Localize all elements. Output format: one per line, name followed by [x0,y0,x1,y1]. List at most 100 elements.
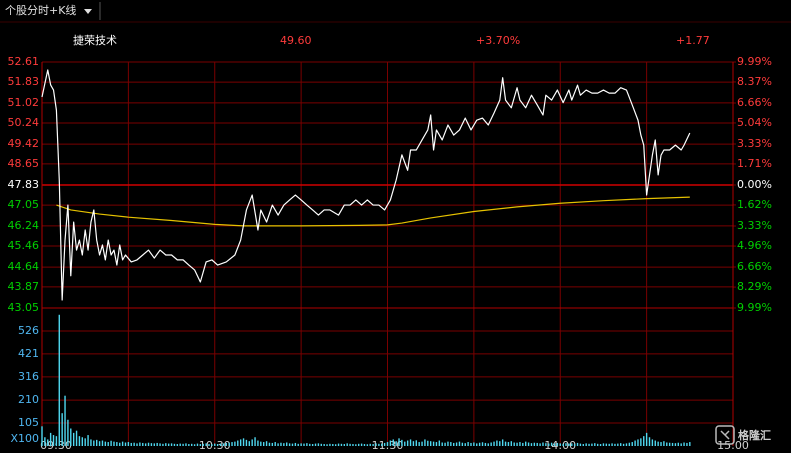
volume-bar [191,443,193,446]
volume-bar [504,441,507,446]
volume-bar [487,443,489,446]
y-tick-label: 45.46 [8,239,40,252]
volume-bar [107,442,109,446]
volume-bar [320,443,322,446]
volume-bar [309,443,311,446]
volume-bar [47,439,49,446]
volume-bar [214,443,216,446]
volume-bar [458,441,461,446]
volume-bar [631,442,633,446]
volume-bar [225,442,227,446]
volume-bar [165,443,167,446]
volume-bar [519,442,521,446]
volume-bar [510,441,513,446]
dropdown-arrow[interactable] [84,9,92,14]
volume-bar [369,443,371,446]
volume-bar [591,443,593,446]
volume-bar [162,443,164,446]
volume-bar [556,442,559,446]
volume-bar [349,443,351,446]
y-tick-label: 47.83 [8,178,40,191]
volume-bar [133,442,135,446]
y2-tick-label: 1.62% [737,198,772,211]
volume-bar [355,444,357,446]
volume-bar [113,441,115,446]
volume-bar [257,440,259,446]
volume-bar [383,442,386,446]
volume-bar [205,443,207,446]
volume-bar [139,442,141,446]
volume-bar [501,439,504,446]
volume-bar [222,443,225,446]
volume-bar [202,443,204,446]
volume-bar [219,443,222,446]
volume-bar [239,439,242,446]
volume-bar [64,395,66,446]
volume-bar [596,443,599,446]
volume-bar [358,443,360,446]
volume-bar [366,444,369,446]
volume-bar [478,442,481,446]
volume-bar [176,444,179,446]
change: +1.77 [676,34,710,47]
volume-bar [594,443,596,446]
volume-bar [381,443,383,446]
volume-bar [196,443,199,446]
volume-bar [96,439,98,446]
view-selector[interactable]: 个股分时+K线 [5,3,76,17]
volume-unit: X100 [10,432,39,445]
volume-bar [666,442,668,446]
volume-bar [614,443,616,446]
volume-bar [622,443,625,446]
volume-bar [254,437,256,446]
volume-bar [297,443,299,446]
volume-tick-label: 421 [18,347,39,360]
volume-bar [680,443,682,446]
y2-tick-label: 6.66% [737,96,772,109]
volume-bar [674,443,677,446]
volume-bar [326,444,328,446]
volume-bar [386,442,389,446]
volume-bar [104,441,107,446]
volume-bar [75,430,78,446]
volume-bar [608,443,610,446]
volume-bar [484,442,487,446]
volume-bar [424,439,426,446]
volume-bar [208,444,210,446]
volume-bar [654,440,656,446]
volume-bar [170,443,173,446]
volume-bar [98,441,101,446]
volume-bar [372,444,374,446]
volume-bar [634,440,636,446]
volume-bar [87,435,89,446]
volume-bar [579,443,582,446]
volume-bar [182,443,184,446]
volume-bar [418,442,420,446]
volume-bar [84,438,86,446]
volume-bar [435,442,438,446]
volume-bar [185,443,187,446]
volume-bar [599,444,602,446]
y2-tick-label: 3.33% [737,219,772,232]
volume-bar [147,442,150,446]
volume-bar [585,443,587,446]
volume-tick-label: 316 [18,370,39,383]
volume-bar [628,442,631,446]
volume-bar [153,443,155,446]
volume-bar [573,443,576,446]
volume-bar [438,440,441,446]
volume-bar [329,443,331,446]
volume-bar [441,442,443,446]
volume-bar [499,441,501,446]
volume-bar [110,440,112,446]
volume-bar [93,440,95,446]
volume-bar [245,439,248,446]
volume-bar [306,443,308,446]
y-tick-label: 43.05 [8,301,40,314]
volume-bar [651,439,654,446]
volume-bar [72,432,75,446]
volume-bar [637,439,639,446]
volume-bar [539,443,541,446]
volume-bar [404,441,406,446]
volume-bar [303,443,305,446]
